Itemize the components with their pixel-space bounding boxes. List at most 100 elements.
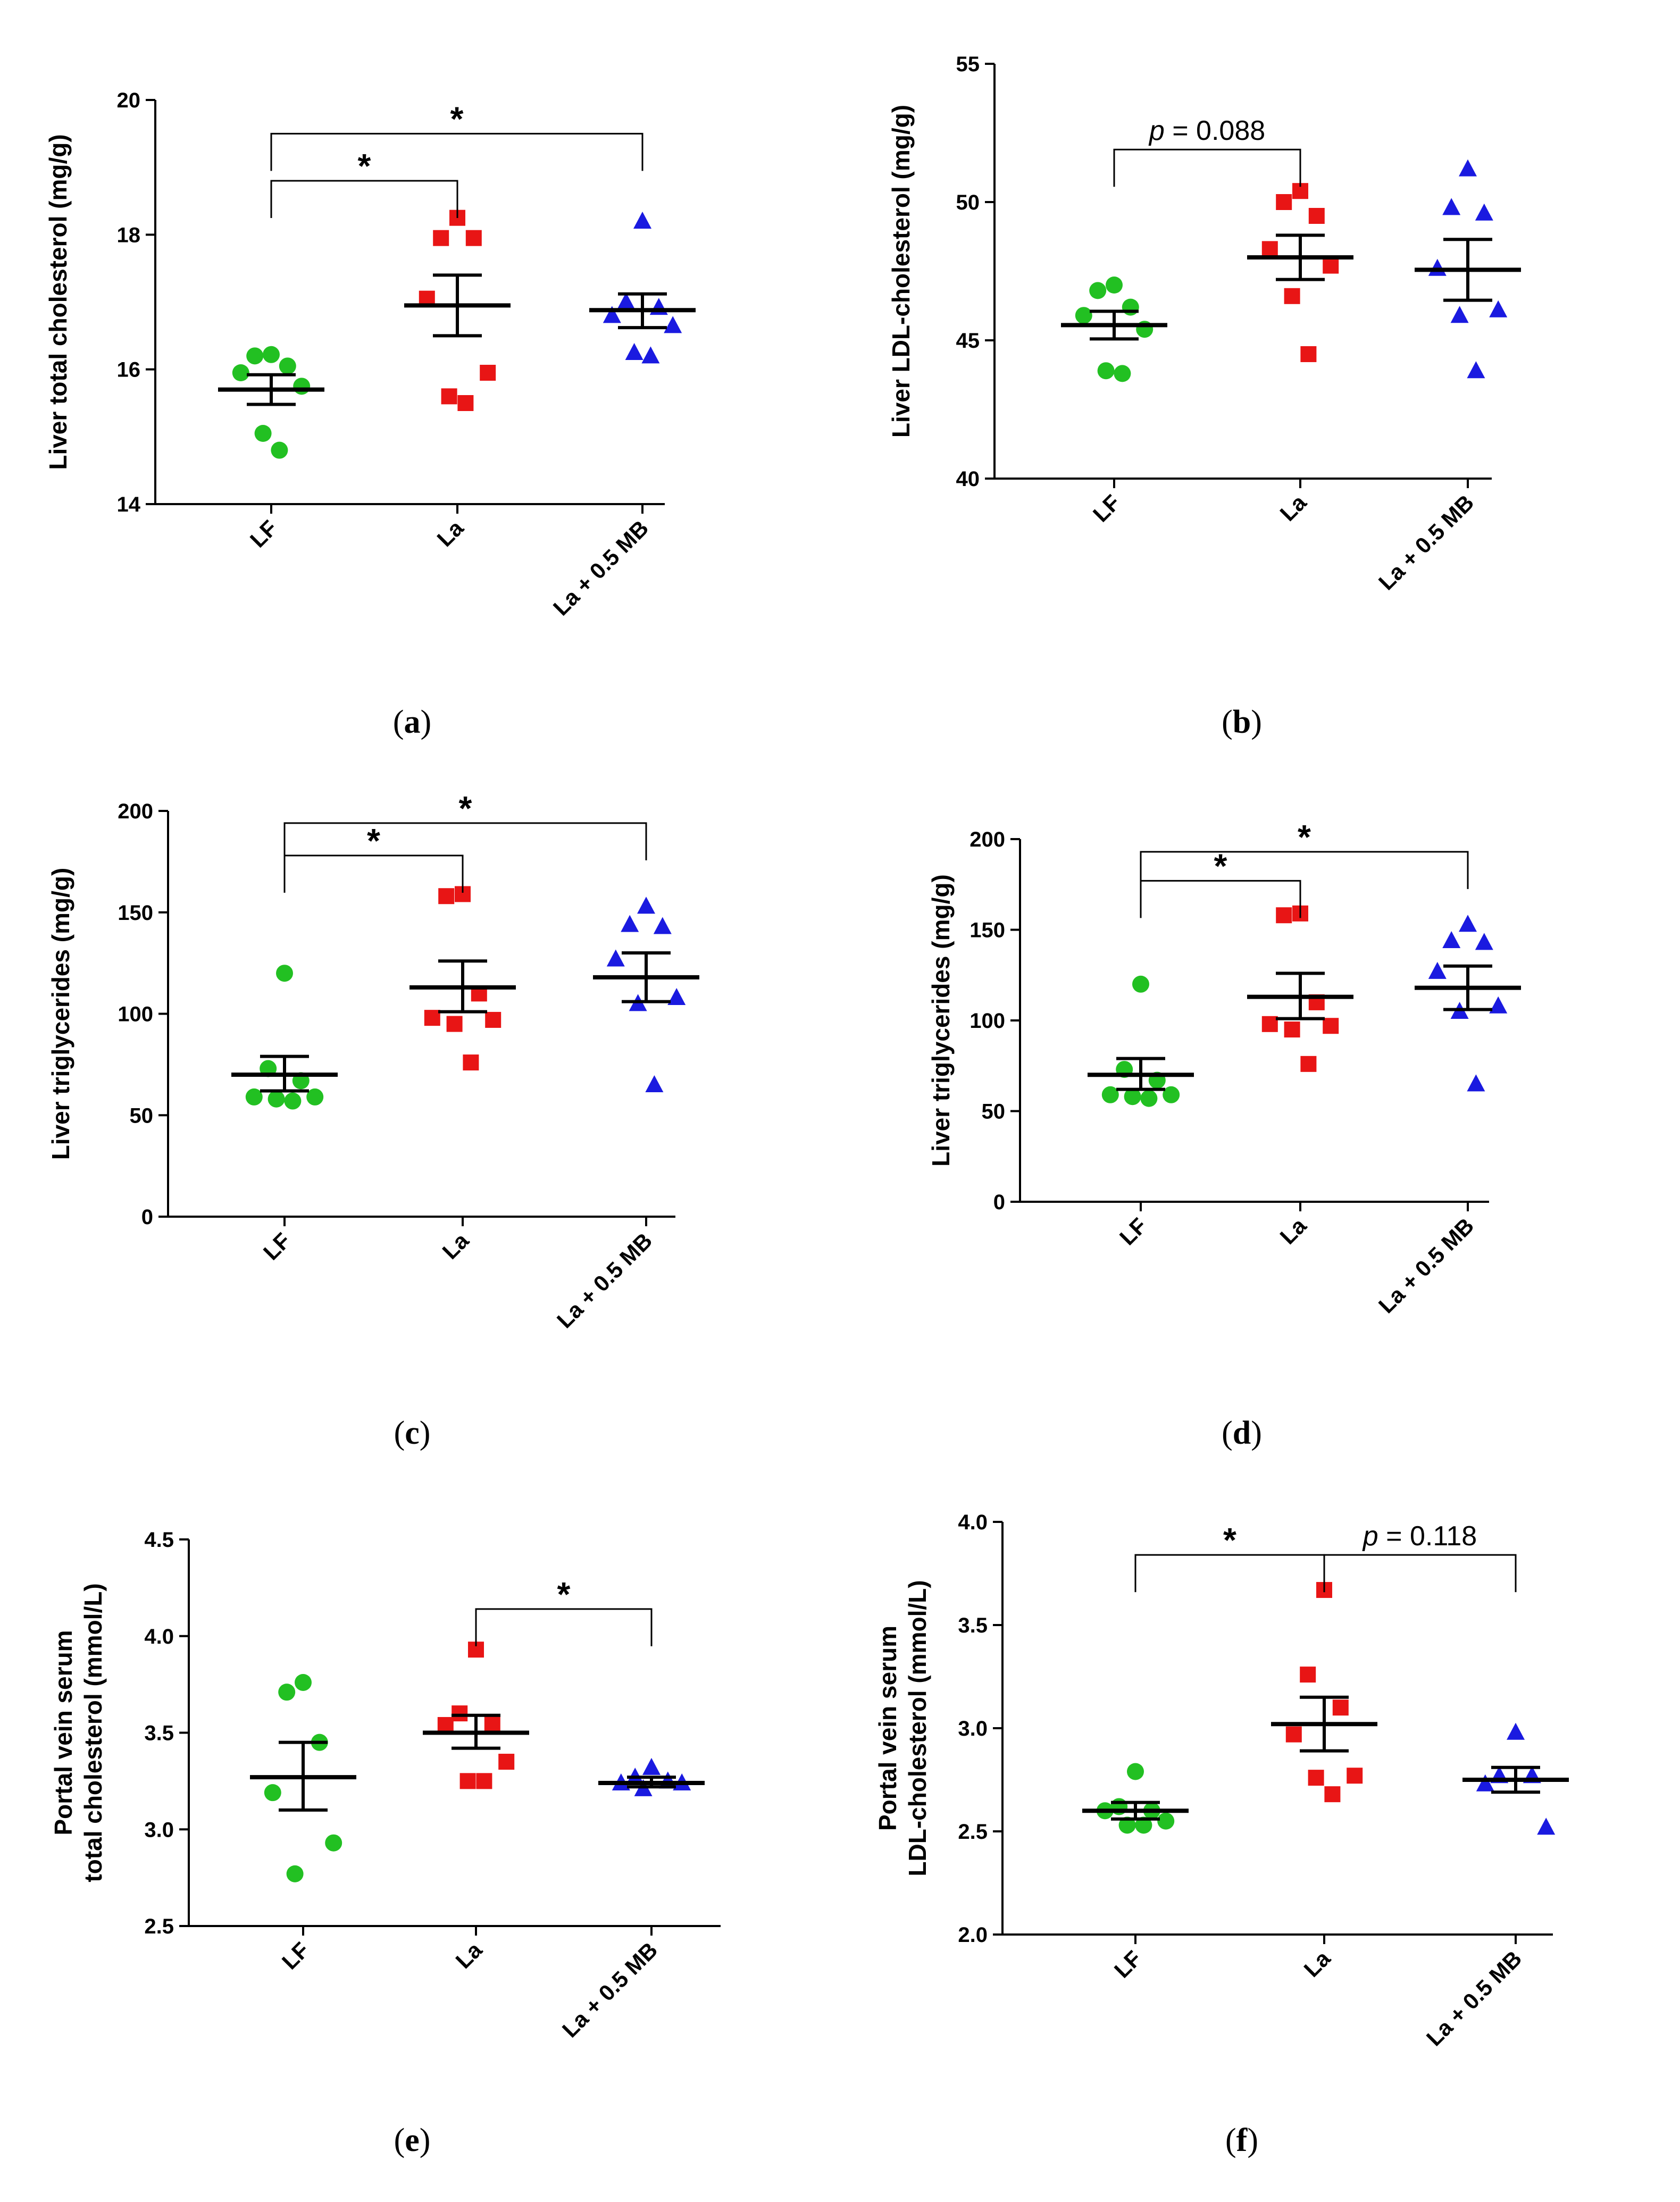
data-point-la-0-5-mb	[617, 292, 636, 309]
data-point-la-0-5-mb	[1459, 915, 1477, 932]
significance-bracket	[1113, 148, 1301, 187]
x-category-label: La	[1299, 1946, 1335, 1982]
y-tick-label: 20	[117, 89, 141, 112]
y-axis-title: Liver triglycerides (mg/g)	[927, 874, 955, 1167]
x-category-label: LF	[277, 1937, 314, 1974]
data-point-la	[457, 395, 474, 411]
data-point-la	[1308, 1770, 1324, 1786]
data-point-lf	[325, 1834, 342, 1852]
data-point-la	[476, 1773, 492, 1789]
x-category-label: LF	[1109, 1946, 1147, 1983]
data-point-lf	[1118, 1816, 1136, 1834]
data-point-la-0-5-mb	[653, 917, 672, 934]
panel-caption: (a)	[393, 704, 431, 740]
y-tick-label: 50	[982, 1100, 1006, 1124]
data-point-lf	[1075, 307, 1092, 324]
y-tick-label: 45	[956, 329, 980, 353]
data-point-la-0-5-mb	[1428, 258, 1447, 276]
significance-label: p = 0.118	[1362, 1521, 1477, 1552]
data-point-la-0-5-mb	[1467, 1074, 1485, 1092]
y-tick-label: 150	[118, 901, 153, 925]
data-point-la-0-5-mb	[606, 949, 625, 967]
y-axis-title: Liver triglycerides (mg/g)	[47, 868, 74, 1160]
panel-caption: (c)	[394, 1415, 431, 1451]
x-category-label: La + 0.5 MB	[552, 1228, 657, 1333]
data-point-la-0-5-mb	[1537, 1818, 1556, 1835]
data-point-la-0-5-mb	[1489, 300, 1508, 317]
y-tick-label: 50	[956, 191, 980, 214]
x-category-label: La + 0.5 MB	[1374, 1213, 1478, 1318]
x-category-label: La + 0.5 MB	[548, 515, 653, 620]
significance-label: *	[1214, 847, 1227, 885]
y-axis-title: Portal vein serum	[49, 1630, 77, 1835]
x-category-label: LF	[245, 515, 282, 552]
data-point-lf	[271, 441, 288, 459]
y-tick-label: 2.5	[958, 1820, 988, 1844]
x-category-label: La + 0.5 MB	[1374, 490, 1478, 595]
data-point-lf	[254, 425, 272, 442]
data-point-la	[1323, 257, 1339, 274]
data-point-la	[459, 1773, 476, 1789]
y-tick-label: 150	[969, 919, 1005, 942]
data-point-lf	[1140, 1090, 1158, 1107]
panel-b: 40 45 50 55 LF La La + 0.5 MB Liver LDL-cholest…	[887, 53, 1521, 740]
data-point-la-0-5-mb	[633, 212, 651, 229]
y-axis-title: LDL-cholesterol (mmol/L)	[904, 1580, 931, 1876]
data-point-lf	[1157, 1812, 1175, 1830]
data-point-la-0-5-mb	[1476, 1774, 1494, 1791]
significance-label: *	[1298, 818, 1311, 856]
data-point-lf	[284, 1092, 302, 1110]
panel-d: 0 50 100 150 200 LF La La + 0.5 MB Liver triglyc…	[927, 818, 1521, 1451]
data-point-la	[1324, 1786, 1341, 1803]
data-point-la-0-5-mb	[1442, 931, 1461, 948]
data-point-lf	[264, 1784, 281, 1802]
panel-c: 0 50 100 150 200 LF La La + 0.5 MB Liver triglyc…	[47, 789, 699, 1451]
data-point-lf	[276, 965, 293, 982]
data-point-lf	[245, 1088, 263, 1106]
data-point-la	[424, 1010, 440, 1026]
significance-bracket	[270, 132, 643, 171]
data-point-lf	[1135, 1816, 1152, 1834]
y-tick-label: 3.0	[958, 1717, 988, 1740]
data-point-lf	[1101, 1086, 1119, 1103]
data-point-lf	[1122, 298, 1139, 316]
significance-bracket	[1140, 880, 1301, 918]
data-point-la	[1300, 1667, 1316, 1683]
y-tick-label: 16	[117, 358, 141, 382]
data-point-la	[438, 888, 455, 905]
significance-label: p = 0.088	[1148, 115, 1265, 146]
data-point-lf	[1132, 975, 1149, 993]
data-point-lf	[295, 1673, 312, 1691]
data-point-la-0-5-mb	[1489, 996, 1508, 1014]
y-tick-label: 4.0	[144, 1625, 174, 1648]
significance-bracket	[475, 1608, 653, 1646]
data-point-la	[1276, 907, 1292, 924]
data-point-lf	[1127, 1763, 1144, 1780]
data-point-lf	[1163, 1086, 1180, 1103]
p-value: = 0.118	[1378, 1521, 1477, 1552]
y-axis-title: total cholesterol (mmol/L)	[79, 1583, 107, 1882]
x-category-label: La + 0.5 MB	[557, 1937, 662, 2042]
x-category-label: La	[437, 1228, 473, 1264]
data-point-la-0-5-mb	[645, 1075, 664, 1093]
data-point-la-0-5-mb	[1459, 159, 1477, 177]
y-tick-label: 18	[117, 223, 141, 247]
y-tick-label: 200	[118, 800, 153, 823]
data-point-lf	[279, 357, 296, 375]
data-point-la-0-5-mb	[1475, 203, 1493, 221]
data-point-la	[463, 1054, 479, 1071]
y-tick-label: 0	[993, 1191, 1005, 1214]
panel-caption: (e)	[394, 2122, 431, 2158]
data-point-la-0-5-mb	[1450, 306, 1469, 323]
data-point-lf	[246, 347, 264, 365]
data-point-la	[498, 1754, 515, 1770]
significance-label: *	[358, 147, 371, 185]
y-tick-label: 200	[969, 828, 1005, 851]
data-point-la	[1323, 1018, 1339, 1034]
y-tick-label: 100	[118, 1003, 153, 1026]
y-axis-title: Liver total cholesterol (mg/g)	[44, 134, 72, 470]
data-point-la	[1261, 241, 1278, 257]
data-point-la-0-5-mb	[603, 306, 621, 323]
y-tick-label: 0	[141, 1205, 153, 1229]
data-point-la	[437, 1717, 454, 1733]
